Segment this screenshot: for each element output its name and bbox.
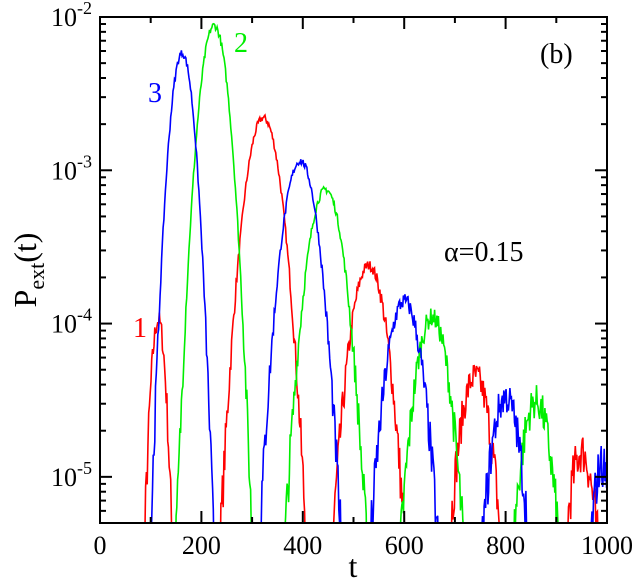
x-tick-label: 400 <box>283 531 322 560</box>
y-tick-label-exp: -4 <box>77 305 92 325</box>
x-tick-label: 200 <box>182 531 221 560</box>
panel-label: (b) <box>540 39 573 70</box>
x-tick-label: 800 <box>486 531 525 560</box>
series-3-line <box>150 50 607 523</box>
plot-frame <box>99 16 608 524</box>
series-label-2: 2 <box>234 28 248 59</box>
x-tick-label: 600 <box>385 531 424 560</box>
y-tick-label-base: 10 <box>51 463 77 492</box>
y-tick-label-exp: -5 <box>77 458 92 478</box>
y-axis-label-tail: (t) <box>7 233 43 263</box>
y-tick-label: 10-4 <box>51 305 92 339</box>
series-1-line <box>144 113 599 523</box>
y-tick-label: 10-5 <box>51 458 92 492</box>
y-axis-label-sub: ext <box>24 263 49 290</box>
series-label-1: 1 <box>133 313 147 344</box>
y-tick-label-base: 10 <box>51 3 77 32</box>
y-tick-label: 10-2 <box>51 0 92 32</box>
y-tick-label-exp: -2 <box>77 0 92 18</box>
y-axis-label-main: P <box>7 290 43 308</box>
curves <box>144 22 607 523</box>
x-tick-label: 0 <box>94 531 107 560</box>
y-tick-label: 10-3 <box>51 151 92 185</box>
x-axis-label: t <box>349 548 358 582</box>
y-tick-label-exp: -3 <box>77 151 92 171</box>
x-tick-label: 1000 <box>581 531 633 560</box>
y-axis-label: Pext(t) <box>7 233 49 308</box>
alpha-annotation: α=0.15 <box>444 237 523 268</box>
series-label-3: 3 <box>148 78 162 109</box>
series-2-line <box>175 22 559 523</box>
y-tick-label-base: 10 <box>51 156 77 185</box>
y-tick-label-base: 10 <box>51 310 77 339</box>
